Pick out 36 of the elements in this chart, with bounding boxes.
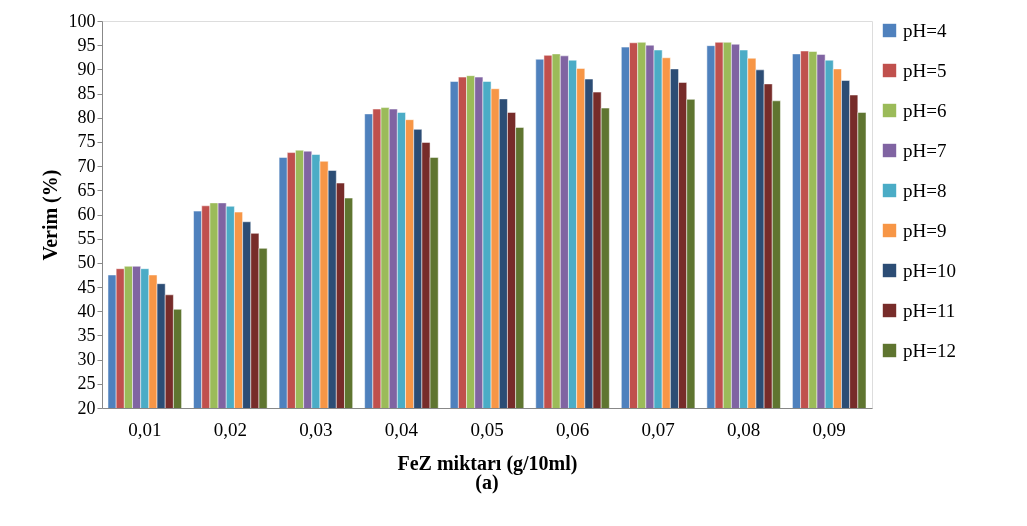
x-tick-label: 0,02 xyxy=(213,418,247,440)
y-tick-label: 30 xyxy=(77,349,96,370)
y-tick-label: 20 xyxy=(77,397,96,418)
legend-label: pH=12 xyxy=(903,339,956,361)
y-tick-label: 100 xyxy=(68,10,96,31)
legend-label: pH=4 xyxy=(903,19,947,41)
y-axis-title: Verim (%) xyxy=(38,169,62,261)
y-tick-label: 65 xyxy=(77,179,96,200)
y-tick-label: 95 xyxy=(77,34,96,55)
y-tick-label: 35 xyxy=(77,324,96,345)
y-tick-label: 40 xyxy=(77,300,96,321)
legend-label: pH=8 xyxy=(903,179,947,201)
y-tick-label: 80 xyxy=(77,107,96,128)
legend-label: pH=9 xyxy=(903,219,947,241)
x-tick-label: 0,04 xyxy=(384,418,419,440)
x-tick-label: 0,06 xyxy=(555,418,590,440)
x-tick-label: 0,03 xyxy=(299,418,333,440)
x-tick-label: 0,05 xyxy=(470,418,504,440)
y-tick-label: 75 xyxy=(77,131,96,152)
y-tick-label: 25 xyxy=(77,373,96,394)
x-tick-label: 0,01 xyxy=(128,418,162,440)
y-tick-label: 55 xyxy=(77,228,96,249)
legend-label: pH=6 xyxy=(903,99,947,121)
x-tick-label: 0,08 xyxy=(727,418,761,440)
legend-label: pH=10 xyxy=(903,259,956,281)
y-tick-label: 60 xyxy=(77,204,96,224)
legend-label: pH=5 xyxy=(903,59,947,81)
y-tick-label: 90 xyxy=(77,58,96,79)
y-tick-label: 85 xyxy=(77,83,96,104)
x-tick-label: 0,07 xyxy=(641,418,675,440)
y-tick-label: 50 xyxy=(77,252,96,273)
legend-label: pH=11 xyxy=(903,299,956,321)
x-tick-label: 0,09 xyxy=(812,418,846,440)
y-tick-label: 45 xyxy=(77,276,96,297)
y-tick-label: 70 xyxy=(77,155,96,176)
legend-label: pH=7 xyxy=(903,139,947,161)
